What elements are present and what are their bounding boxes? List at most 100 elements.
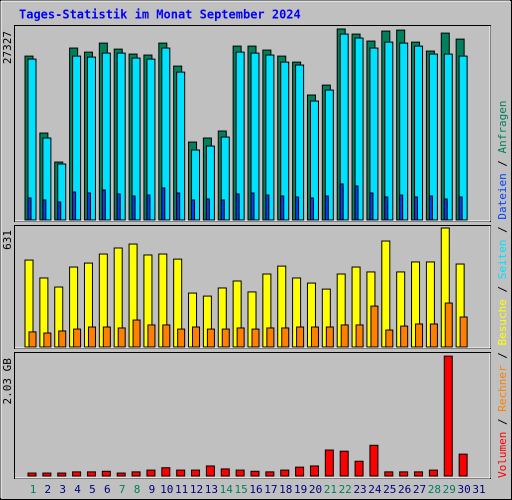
x-tick-label: 11 [175,483,188,496]
bar [443,198,448,221]
bar [310,326,319,348]
x-tick-label: 10 [160,483,173,496]
legend-entry: Seiten [496,240,509,280]
bar [27,472,37,477]
bar [384,196,389,221]
bar [295,64,305,221]
y-tick-label: 27327 [1,31,14,64]
bar [399,194,404,221]
bar [235,193,240,221]
legend-entry: Dateien [496,173,509,219]
bar [161,47,171,221]
x-tick-label: 21 [324,483,337,496]
legend-separator: / [496,346,509,366]
x-tick-label: 1 [30,483,37,496]
bar [354,185,359,221]
legend-separator: / [496,279,509,299]
bar [265,194,270,221]
legend-entry: Anfragen [496,100,509,153]
x-tick-label: 30 [458,483,471,496]
bar [116,472,126,477]
legend-separator: / [496,153,509,173]
bar [132,319,141,348]
bar [101,52,111,221]
bar [116,52,126,221]
bar [400,325,409,348]
bar [265,471,275,477]
bar [72,471,82,477]
x-tick-label: 8 [134,483,141,496]
bar [414,196,419,221]
bar [146,194,151,221]
bar [42,199,47,221]
bar [414,45,424,221]
bar [86,471,96,477]
x-tick-label: 17 [264,483,277,496]
bar [220,199,225,221]
bar [176,469,186,477]
bar [443,53,453,221]
legend-entry: Besuche [496,299,509,345]
bar [176,192,181,221]
bar [280,61,290,221]
x-tick-label: 7 [119,483,126,496]
bar [414,471,424,477]
bar [191,199,196,221]
bar [339,450,349,477]
legend-separator: / [496,412,509,432]
bar [250,52,260,221]
legend-text: Volumen / Rechner / Besuche / Seiten / D… [496,100,509,478]
bar [369,192,374,221]
x-tick-label: 19 [294,483,307,496]
x-tick-label: 28 [428,483,441,496]
bar [192,326,201,348]
x-tick-label: 6 [104,483,111,496]
x-tick-label: 29 [443,483,456,496]
x-tick-label: 18 [279,483,292,496]
bar [384,471,394,477]
bar [428,469,438,477]
bar [146,469,156,477]
x-tick-label: 9 [149,483,156,496]
bar [220,468,230,477]
bar [42,472,52,477]
bar [220,136,230,221]
bar [131,471,141,477]
bar [102,326,111,348]
bar [458,196,463,221]
bar [205,465,215,477]
bar [206,328,215,348]
bar [385,329,394,348]
bar [58,330,67,348]
y-tick: 2.03 GB [1,358,14,405]
bar [251,328,260,348]
x-tick-label: 16 [249,483,262,496]
bar [131,195,136,221]
bar [369,47,379,221]
bar [250,192,255,221]
bar [205,145,215,221]
bar [27,58,37,221]
bar [354,37,364,221]
bar [265,54,275,221]
bar [86,192,91,221]
bar [87,326,96,348]
bar [340,324,349,348]
bar [72,191,77,221]
bar [309,465,319,477]
bar [324,89,334,221]
bar [415,323,424,348]
bar [339,183,344,221]
x-tick-label: 20 [309,483,322,496]
y-tick: 631 [1,230,14,250]
bar [101,189,106,221]
bar [369,444,379,477]
bar [444,302,453,348]
bar [177,328,186,348]
bar [116,193,121,221]
bar [296,326,305,348]
bar [161,467,171,477]
bar [399,471,409,477]
bar [161,187,166,221]
bar [339,33,349,221]
